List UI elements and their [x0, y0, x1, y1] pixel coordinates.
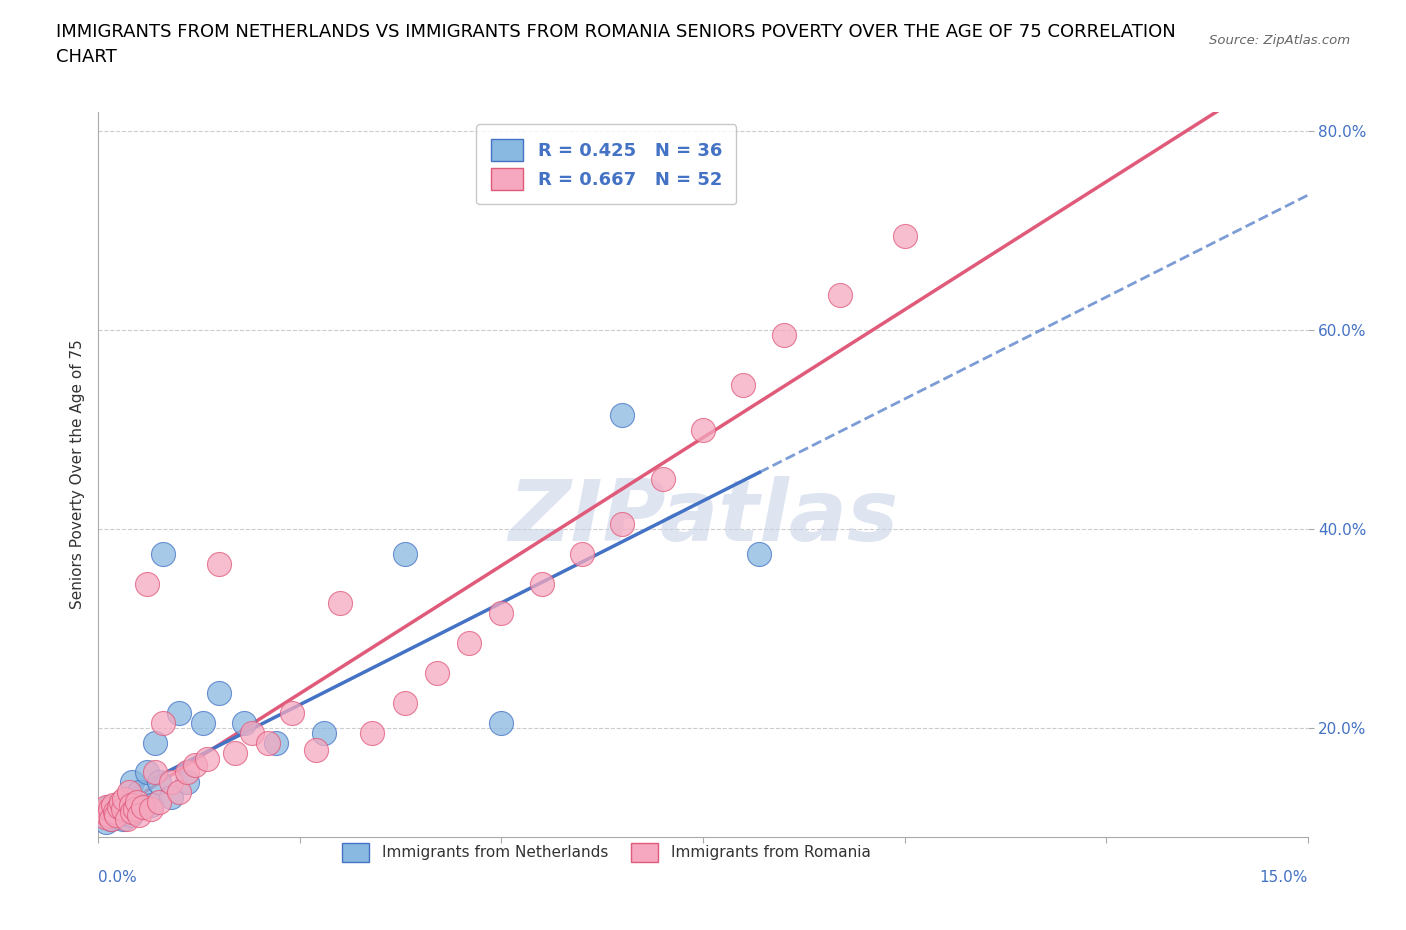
Point [98, 802, 121, 817]
Point [94, 804, 117, 819]
Point [152, 546, 174, 561]
Point [491, 606, 513, 621]
Point [103, 804, 125, 819]
Point [100, 812, 122, 827]
Point [112, 798, 135, 813]
Text: IMMIGRANTS FROM NETHERLANDS VS IMMIGRANTS FROM ROMANIA SENIORS POVERTY OVER THE : IMMIGRANTS FROM NETHERLANDS VS IMMIGRANT… [56, 23, 1175, 66]
Point [329, 596, 352, 611]
Point [128, 807, 150, 822]
Point [94, 810, 117, 825]
Point [127, 795, 149, 810]
Point [97, 800, 120, 815]
Point [828, 288, 851, 303]
Point [124, 802, 146, 817]
Point [105, 810, 128, 825]
Point [121, 775, 143, 790]
Point [361, 725, 384, 740]
Point [91, 804, 114, 819]
Point [305, 742, 328, 757]
Point [491, 715, 513, 730]
Point [148, 795, 170, 810]
Point [530, 577, 553, 591]
Point [232, 715, 254, 730]
Point [208, 685, 231, 700]
Point [224, 745, 246, 760]
Point [772, 327, 794, 342]
Point [167, 785, 190, 800]
Point [110, 804, 132, 818]
Point [160, 790, 183, 804]
Point [264, 735, 287, 750]
Point [143, 765, 166, 780]
Point [118, 785, 141, 800]
Point [281, 705, 304, 720]
Point [107, 806, 129, 821]
Point [100, 812, 122, 827]
Point [132, 800, 155, 815]
Point [152, 715, 174, 730]
Y-axis label: Seniors Poverty Over the Age of 75: Seniors Poverty Over the Age of 75 [69, 339, 84, 609]
Point [132, 800, 155, 815]
Point [256, 735, 278, 750]
Point [208, 556, 231, 571]
Point [121, 804, 143, 819]
Point [148, 775, 170, 790]
Point [124, 802, 146, 817]
Point [105, 807, 128, 822]
Point [96, 815, 118, 830]
Point [118, 800, 141, 815]
Text: 15.0%: 15.0% [1260, 870, 1308, 884]
Point [651, 472, 673, 486]
Point [184, 758, 207, 773]
Point [143, 735, 166, 750]
Point [107, 800, 129, 815]
Point [893, 229, 915, 244]
Point [139, 802, 162, 817]
Point [193, 715, 215, 730]
Point [733, 378, 755, 392]
Point [120, 807, 142, 822]
Point [97, 807, 120, 822]
Point [115, 812, 138, 827]
Point [96, 800, 118, 815]
Point [195, 752, 218, 767]
Point [176, 765, 198, 780]
Point [394, 696, 416, 711]
Point [103, 802, 125, 817]
Point [115, 804, 138, 819]
Point [112, 791, 135, 806]
Point [135, 577, 157, 591]
Point [426, 666, 449, 681]
Text: Source: ZipAtlas.com: Source: ZipAtlas.com [1209, 34, 1350, 47]
Point [127, 795, 149, 810]
Point [110, 795, 132, 810]
Point [101, 807, 124, 822]
Point [458, 636, 481, 651]
Point [139, 798, 162, 813]
Point [240, 725, 263, 740]
Point [748, 546, 770, 561]
Point [111, 802, 134, 817]
Point [314, 725, 336, 740]
Point [128, 785, 150, 800]
Point [101, 798, 124, 813]
Point [612, 516, 634, 531]
Legend: Immigrants from Netherlands, Immigrants from Romania: Immigrants from Netherlands, Immigrants … [335, 835, 879, 870]
Point [176, 775, 198, 790]
Point [120, 798, 142, 813]
Text: ZIPatlas: ZIPatlas [508, 476, 898, 559]
Point [160, 775, 183, 790]
Point [692, 422, 714, 437]
Point [612, 407, 634, 422]
Point [111, 812, 134, 827]
Point [167, 705, 190, 720]
Point [394, 546, 416, 561]
Text: 0.0%: 0.0% [98, 870, 138, 884]
Point [571, 546, 593, 561]
Point [135, 765, 157, 780]
